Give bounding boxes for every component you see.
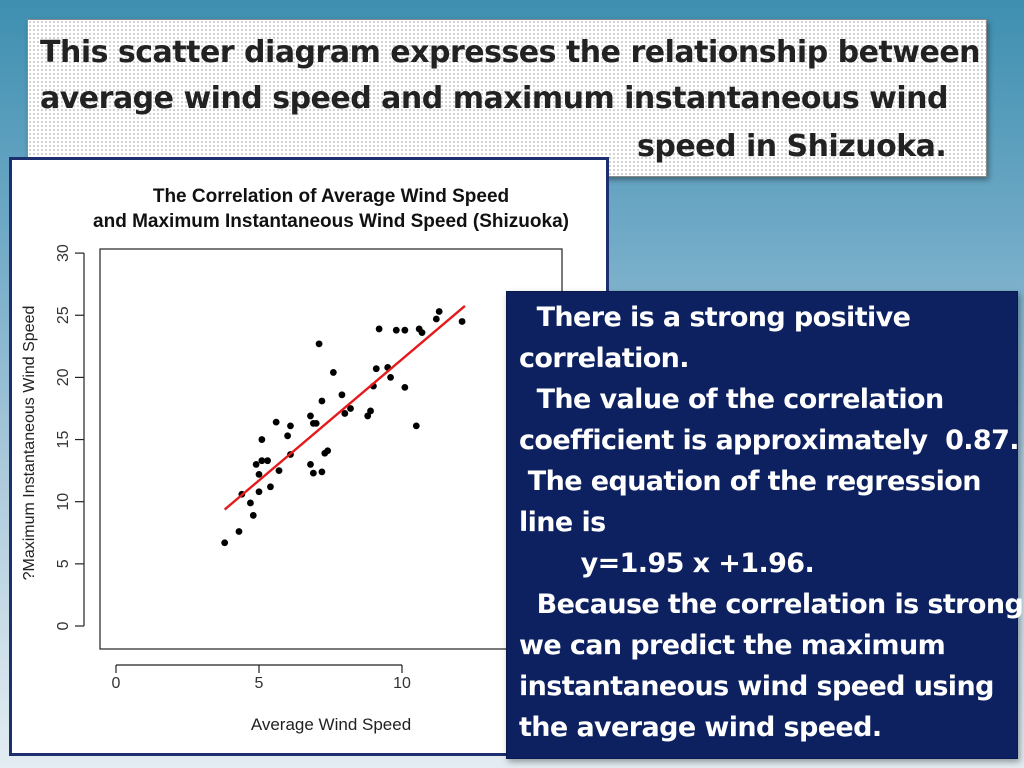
y-tick-label: 15	[55, 431, 72, 449]
note-line-4: coefficient is approximately 0.87.	[519, 425, 1020, 456]
note-line-7: y=1.95 x +1.96.	[519, 548, 815, 579]
data-point	[275, 467, 283, 475]
data-points	[221, 308, 466, 547]
note-line-9: we can predict the maximum	[519, 630, 946, 661]
data-point	[307, 412, 314, 420]
data-point	[401, 383, 409, 391]
title-line-3: speed in Shizuoka.	[637, 129, 947, 164]
data-point	[418, 329, 426, 337]
explanation-box: There is a strong positive correlation. …	[506, 291, 1024, 759]
data-point	[367, 407, 374, 415]
data-point	[347, 405, 354, 412]
x-tick-label: 0	[112, 675, 121, 692]
data-point	[412, 422, 420, 430]
y-tick-label: 5	[55, 559, 72, 568]
data-point	[315, 340, 323, 348]
y-tick-label: 25	[55, 306, 72, 324]
note-line-8: Because the correlation is strong,	[519, 589, 1024, 620]
x-axis-label: Average Wind Speed	[251, 715, 411, 734]
x-tick-label: 10	[393, 675, 411, 692]
note-line-6: line is	[519, 507, 606, 538]
data-point	[255, 488, 263, 496]
data-point	[364, 412, 372, 420]
y-tick-label: 0	[55, 621, 72, 630]
y-tick-label: 30	[55, 244, 72, 262]
slide-title-box: This scatter diagram expresses the relat…	[27, 19, 987, 177]
note-line-11: the average wind speed.	[519, 712, 882, 743]
data-point	[258, 436, 266, 443]
note-line-2: correlation.	[519, 343, 690, 374]
chart-title: The Correlation of Average Wind Speed	[153, 186, 509, 207]
x-axis: 0 5 10	[112, 664, 411, 692]
data-point	[312, 419, 320, 427]
data-point	[341, 410, 349, 417]
y-tick-label: 10	[55, 493, 72, 511]
data-point	[267, 483, 274, 491]
data-point	[324, 447, 332, 455]
title-line-2: average wind speed and maximum instantan…	[40, 81, 948, 116]
data-point	[252, 461, 260, 468]
scatter-chart: The Correlation of Average Wind Speed an…	[21, 186, 569, 734]
y-axis: 0 5 10 15 20 25 30	[55, 244, 85, 630]
note-line-10: instantaneous wind speed using	[519, 671, 994, 702]
data-point	[435, 308, 443, 315]
data-point	[458, 318, 466, 325]
chart-subtitle: and Maximum Instantaneous Wind Speed (Sh…	[93, 211, 569, 232]
y-tick-label: 20	[55, 368, 72, 386]
data-point	[338, 391, 346, 399]
x-tick-label: 5	[255, 675, 264, 692]
data-point	[235, 528, 243, 535]
data-point	[392, 326, 400, 334]
data-point	[372, 365, 380, 373]
note-line-5: The equation of the regression	[519, 466, 982, 497]
data-point	[432, 315, 440, 323]
data-point	[401, 326, 409, 334]
data-point	[287, 422, 294, 430]
regression-line-group	[223, 305, 466, 511]
data-point	[264, 457, 271, 465]
data-point	[329, 369, 337, 376]
data-point	[284, 432, 291, 440]
y-axis-label: ?Maximum Instantaneous Wind Speed	[21, 306, 38, 581]
plot-frame	[99, 248, 563, 650]
data-point	[309, 469, 317, 477]
note-line-1: There is a strong positive	[519, 302, 911, 333]
data-point	[258, 457, 266, 465]
data-point	[387, 374, 394, 381]
data-point	[318, 397, 326, 405]
regression-line	[223, 305, 466, 511]
data-point	[255, 470, 263, 478]
data-point	[307, 461, 314, 468]
data-point	[221, 539, 229, 547]
data-point	[318, 468, 326, 476]
title-line-1: This scatter diagram expresses the relat…	[40, 35, 981, 70]
data-point	[249, 511, 257, 519]
note-line-3: The value of the correlation	[519, 384, 945, 415]
data-point	[247, 499, 254, 507]
data-point	[375, 325, 383, 333]
data-point	[272, 418, 280, 426]
